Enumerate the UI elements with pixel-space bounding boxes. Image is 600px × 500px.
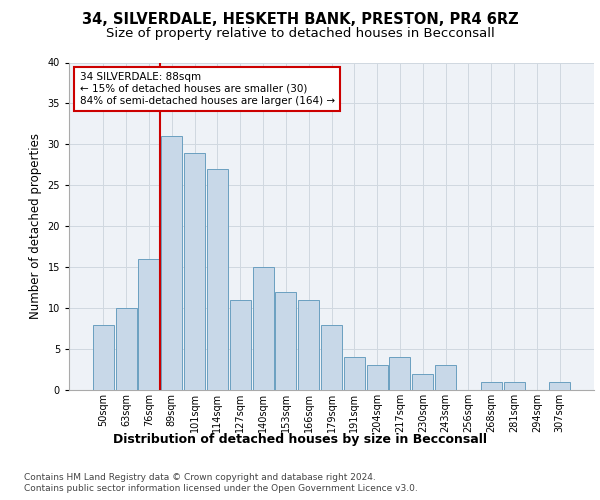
Text: 34, SILVERDALE, HESKETH BANK, PRESTON, PR4 6RZ: 34, SILVERDALE, HESKETH BANK, PRESTON, P… [82, 12, 518, 28]
Bar [184, 152, 205, 390]
Bar [116, 308, 137, 390]
Bar [481, 382, 502, 390]
Text: Contains HM Land Registry data © Crown copyright and database right 2024.: Contains HM Land Registry data © Crown c… [24, 472, 376, 482]
Bar [389, 357, 410, 390]
Bar [230, 300, 251, 390]
Bar [275, 292, 296, 390]
Bar [298, 300, 319, 390]
Bar [139, 259, 160, 390]
Bar [321, 324, 342, 390]
Y-axis label: Number of detached properties: Number of detached properties [29, 133, 42, 320]
Text: Size of property relative to detached houses in Becconsall: Size of property relative to detached ho… [106, 28, 494, 40]
Bar [412, 374, 433, 390]
Bar [207, 169, 228, 390]
Bar [549, 382, 570, 390]
Bar [435, 366, 456, 390]
Bar [344, 357, 365, 390]
Bar [93, 324, 114, 390]
Text: Distribution of detached houses by size in Becconsall: Distribution of detached houses by size … [113, 432, 487, 446]
Bar [253, 267, 274, 390]
Bar [503, 382, 524, 390]
Bar [367, 366, 388, 390]
Text: Contains public sector information licensed under the Open Government Licence v3: Contains public sector information licen… [24, 484, 418, 493]
Text: 34 SILVERDALE: 88sqm
← 15% of detached houses are smaller (30)
84% of semi-detac: 34 SILVERDALE: 88sqm ← 15% of detached h… [79, 72, 335, 106]
Bar [161, 136, 182, 390]
